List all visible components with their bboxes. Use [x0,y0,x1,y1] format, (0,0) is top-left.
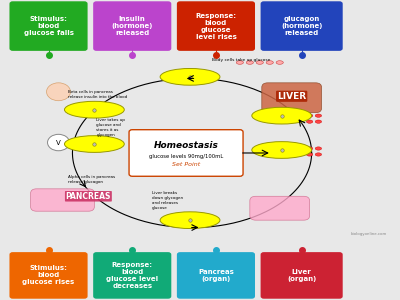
Ellipse shape [256,61,263,64]
Ellipse shape [246,61,254,64]
Text: Insulin
(hormone)
released: Insulin (hormone) released [112,16,153,36]
Ellipse shape [266,61,273,64]
FancyBboxPatch shape [93,252,171,299]
Text: Body cells take up glucose: Body cells take up glucose [212,58,270,62]
Ellipse shape [236,61,244,64]
Ellipse shape [252,107,312,124]
Ellipse shape [306,114,313,117]
Text: Stimulus:
blood
glucose rises: Stimulus: blood glucose rises [22,266,75,285]
FancyBboxPatch shape [177,252,255,299]
Ellipse shape [160,68,220,85]
FancyBboxPatch shape [177,1,255,51]
FancyBboxPatch shape [260,252,343,299]
FancyBboxPatch shape [30,189,94,211]
Text: Liver takes up
glucose and
stores it as
glycogen: Liver takes up glucose and stores it as … [96,118,125,137]
Ellipse shape [48,134,70,151]
Ellipse shape [46,83,70,101]
Text: V: V [56,140,61,146]
Ellipse shape [306,147,313,150]
Ellipse shape [315,153,322,156]
Text: Beta cells in pancreas
release insulin into the blood: Beta cells in pancreas release insulin i… [68,90,128,99]
Ellipse shape [160,212,220,229]
Ellipse shape [306,120,313,123]
FancyBboxPatch shape [93,1,171,51]
Text: biologyonline.com: biologyonline.com [351,232,387,236]
Text: Response:
blood
glucose
level rises: Response: blood glucose level rises [196,13,236,40]
Ellipse shape [315,114,322,117]
Ellipse shape [306,153,313,156]
FancyBboxPatch shape [262,83,322,113]
FancyBboxPatch shape [129,130,243,176]
FancyBboxPatch shape [260,1,343,51]
Text: Liver
(organ): Liver (organ) [287,269,316,282]
Ellipse shape [252,142,312,158]
FancyBboxPatch shape [10,1,88,51]
Text: Liver breaks
down glycogen
and releases
glucose: Liver breaks down glycogen and releases … [152,191,183,210]
Text: glucose levels 90mg/100mL: glucose levels 90mg/100mL [149,154,223,159]
Text: PANCREAS: PANCREAS [66,192,111,201]
Ellipse shape [315,147,322,150]
Ellipse shape [64,136,124,152]
Ellipse shape [276,61,283,64]
Text: LIVER: LIVER [277,92,306,101]
Text: Pancreas
(organ): Pancreas (organ) [198,269,234,282]
FancyBboxPatch shape [10,252,88,299]
Text: Alpha cells in pancreas
release glucagon: Alpha cells in pancreas release glucagon [68,176,116,184]
Ellipse shape [315,120,322,123]
Text: Response:
blood
glucose level
decreases: Response: blood glucose level decreases [106,262,158,289]
Text: glucagon
(hormone)
released: glucagon (hormone) released [281,16,322,36]
FancyBboxPatch shape [250,196,310,220]
Text: Stimulus:
blood
glucose falls: Stimulus: blood glucose falls [24,16,74,36]
Text: Set Point: Set Point [172,162,200,167]
Ellipse shape [64,101,124,118]
Text: Homeostasis: Homeostasis [154,141,218,150]
